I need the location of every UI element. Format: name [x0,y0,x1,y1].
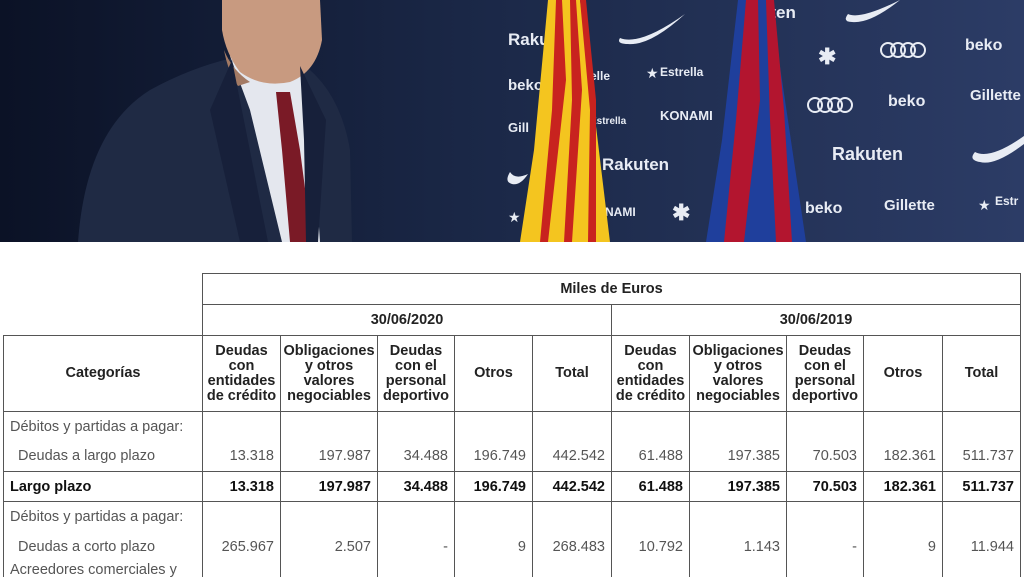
table-row: Acreedores comerciales y [3,561,1021,577]
col-header-total-2019: Total [942,335,1021,412]
col-header-credit-2020: Deudas con entidades de crédito [202,335,281,412]
svg-text:elle: elle [590,69,610,83]
sponsor-gillette-2: Gillette [970,87,1021,104]
cell: 34.488 [377,441,455,472]
sponsor-estrella-2: Estrella [590,116,627,127]
sponsor-rakuten-2: Rakuten [602,155,669,174]
col-header-bonds-2020: Obligaciones y otros valores negociables [280,335,378,412]
cell: 197.385 [689,441,787,472]
caixa-logo-icon: ✱ ✱ ★ ★ ★ [508,44,991,225]
row-label: Débitos y partidas a pagar: [3,501,203,532]
table-row: Débitos y partidas a pagar: [3,411,1021,442]
cell: 196.749 [454,441,533,472]
cell: 197.385 [689,471,787,502]
header-photo: Rakuten Rakuten Rakuten uten beko beko b… [0,0,1024,242]
debt-table-section: Miles de Euros 30/06/2020 30/06/2019 Cat… [0,242,1024,577]
svg-text:✱: ✱ [818,44,836,69]
cell: 197.987 [280,441,378,472]
cell: 10.792 [611,531,690,562]
cell: 9 [454,531,533,562]
cell: 34.488 [377,471,455,502]
sponsor-beko: beko [508,77,543,94]
press-conference-photo: Rakuten Rakuten Rakuten uten beko beko b… [0,0,1024,242]
cell: 9 [863,531,943,562]
cell: 197.987 [280,471,378,502]
catalan-flag [520,0,610,242]
cell: 70.503 [786,471,864,502]
cell: 265.967 [202,531,281,562]
sponsor-beko-2: beko [965,37,1003,54]
table-row: Deudas a largo plazo 13.318 197.987 34.4… [3,441,1021,472]
audi-logo-icon [807,42,926,113]
sponsor-rakuten-3: Rakuten [832,144,903,164]
sponsor-wall: Rakuten Rakuten Rakuten uten beko beko b… [507,0,1024,225]
table-row: Débitos y partidas a pagar: [3,501,1021,532]
cell: 61.488 [611,441,690,472]
category-header: Categorías [3,335,203,412]
col-header-other-2020: Otros [454,335,533,412]
cell: 1.143 [689,531,787,562]
table-row: Deudas a corto plazo 265.967 2.507 - 9 2… [3,531,1021,562]
col-header-bonds-2019: Obligaciones y otros valores negociables [689,335,787,412]
sponsor-gillette: Gillette [884,197,935,214]
svg-text:NAMI: NAMI [605,205,636,219]
debt-table: Miles de Euros 30/06/2020 30/06/2019 Cat… [3,273,1021,577]
row-label: Largo plazo [3,471,203,502]
svg-text:Gill: Gill [508,120,529,135]
cell: 196.749 [454,471,533,502]
col-header-other-2019: Otros [863,335,943,412]
cell: 268.483 [532,531,612,562]
nike-logo-icon [507,0,1024,185]
cell: - [377,531,455,562]
sponsor-beko-4: beko [805,200,843,217]
cell: 2.507 [280,531,378,562]
row-label: Débitos y partidas a pagar: [3,411,203,442]
col-header-staff-2020: Deudas con el personal deportivo [377,335,455,412]
sponsor-beko-3: beko [888,93,926,110]
cell: 13.318 [202,441,281,472]
svg-text:★: ★ [978,197,991,213]
sponsor-estrella: Estrella [660,65,704,79]
svg-text:★: ★ [508,209,521,225]
cell: - [786,531,864,562]
row-label: Acreedores comerciales y [3,561,203,577]
unit-header: Miles de Euros [202,273,1021,305]
cell: 70.503 [786,441,864,472]
col-header-total-2020: Total [532,335,612,412]
barca-flag [706,0,806,242]
person [78,0,352,242]
cell: 13.318 [202,471,281,502]
sponsor-konami: KONAMI [660,108,713,123]
cell: 511.737 [942,471,1021,502]
period-2020-header: 30/06/2020 [202,304,612,336]
cell: 442.542 [532,441,612,472]
cell: 442.542 [532,471,612,502]
table-row-subtotal: Largo plazo 13.318 197.987 34.488 196.74… [3,471,1021,502]
cell: 182.361 [863,441,943,472]
svg-text:Estr: Estr [995,194,1019,208]
svg-text:★: ★ [646,65,659,81]
row-label: Deudas a corto plazo [3,531,203,562]
col-header-staff-2019: Deudas con el personal deportivo [786,335,864,412]
col-header-credit-2019: Deudas con entidades de crédito [611,335,690,412]
period-2019-header: 30/06/2019 [611,304,1021,336]
cell: 11.944 [942,531,1021,562]
cell: 182.361 [863,471,943,502]
svg-text:✱: ✱ [672,200,690,225]
cell: 511.737 [942,441,1021,472]
cell: 61.488 [611,471,690,502]
row-label: Deudas a largo plazo [3,441,203,472]
